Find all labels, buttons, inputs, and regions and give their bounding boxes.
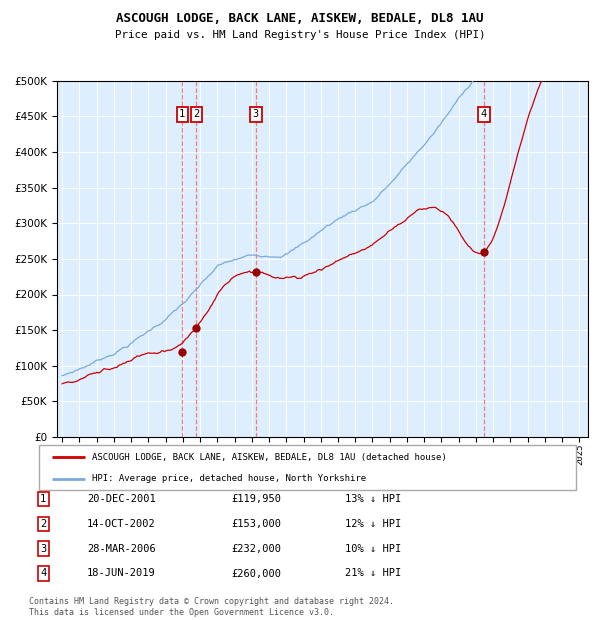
Text: Price paid vs. HM Land Registry's House Price Index (HPI): Price paid vs. HM Land Registry's House … xyxy=(115,30,485,40)
Text: £153,000: £153,000 xyxy=(231,519,281,529)
Text: £260,000: £260,000 xyxy=(231,569,281,578)
Text: 4: 4 xyxy=(481,109,487,119)
FancyBboxPatch shape xyxy=(39,445,576,490)
Text: ASCOUGH LODGE, BACK LANE, AISKEW, BEDALE, DL8 1AU (detached house): ASCOUGH LODGE, BACK LANE, AISKEW, BEDALE… xyxy=(92,453,446,462)
Text: 14-OCT-2002: 14-OCT-2002 xyxy=(87,519,156,529)
Text: Contains HM Land Registry data © Crown copyright and database right 2024.
This d: Contains HM Land Registry data © Crown c… xyxy=(29,598,394,617)
Text: 28-MAR-2006: 28-MAR-2006 xyxy=(87,544,156,554)
Text: 2: 2 xyxy=(193,109,200,119)
Text: 1: 1 xyxy=(40,494,46,504)
Text: 13% ↓ HPI: 13% ↓ HPI xyxy=(345,494,401,504)
Text: 18-JUN-2019: 18-JUN-2019 xyxy=(87,569,156,578)
Text: 1: 1 xyxy=(179,109,185,119)
Text: 12% ↓ HPI: 12% ↓ HPI xyxy=(345,519,401,529)
Text: 2: 2 xyxy=(40,519,46,529)
Text: 3: 3 xyxy=(253,109,259,119)
Text: 21% ↓ HPI: 21% ↓ HPI xyxy=(345,569,401,578)
Text: 3: 3 xyxy=(40,544,46,554)
Text: 20-DEC-2001: 20-DEC-2001 xyxy=(87,494,156,504)
Text: £232,000: £232,000 xyxy=(231,544,281,554)
Text: 10% ↓ HPI: 10% ↓ HPI xyxy=(345,544,401,554)
Text: ASCOUGH LODGE, BACK LANE, AISKEW, BEDALE, DL8 1AU: ASCOUGH LODGE, BACK LANE, AISKEW, BEDALE… xyxy=(116,12,484,25)
Text: 4: 4 xyxy=(40,569,46,578)
Text: £119,950: £119,950 xyxy=(231,494,281,504)
Text: HPI: Average price, detached house, North Yorkshire: HPI: Average price, detached house, Nort… xyxy=(92,474,366,483)
